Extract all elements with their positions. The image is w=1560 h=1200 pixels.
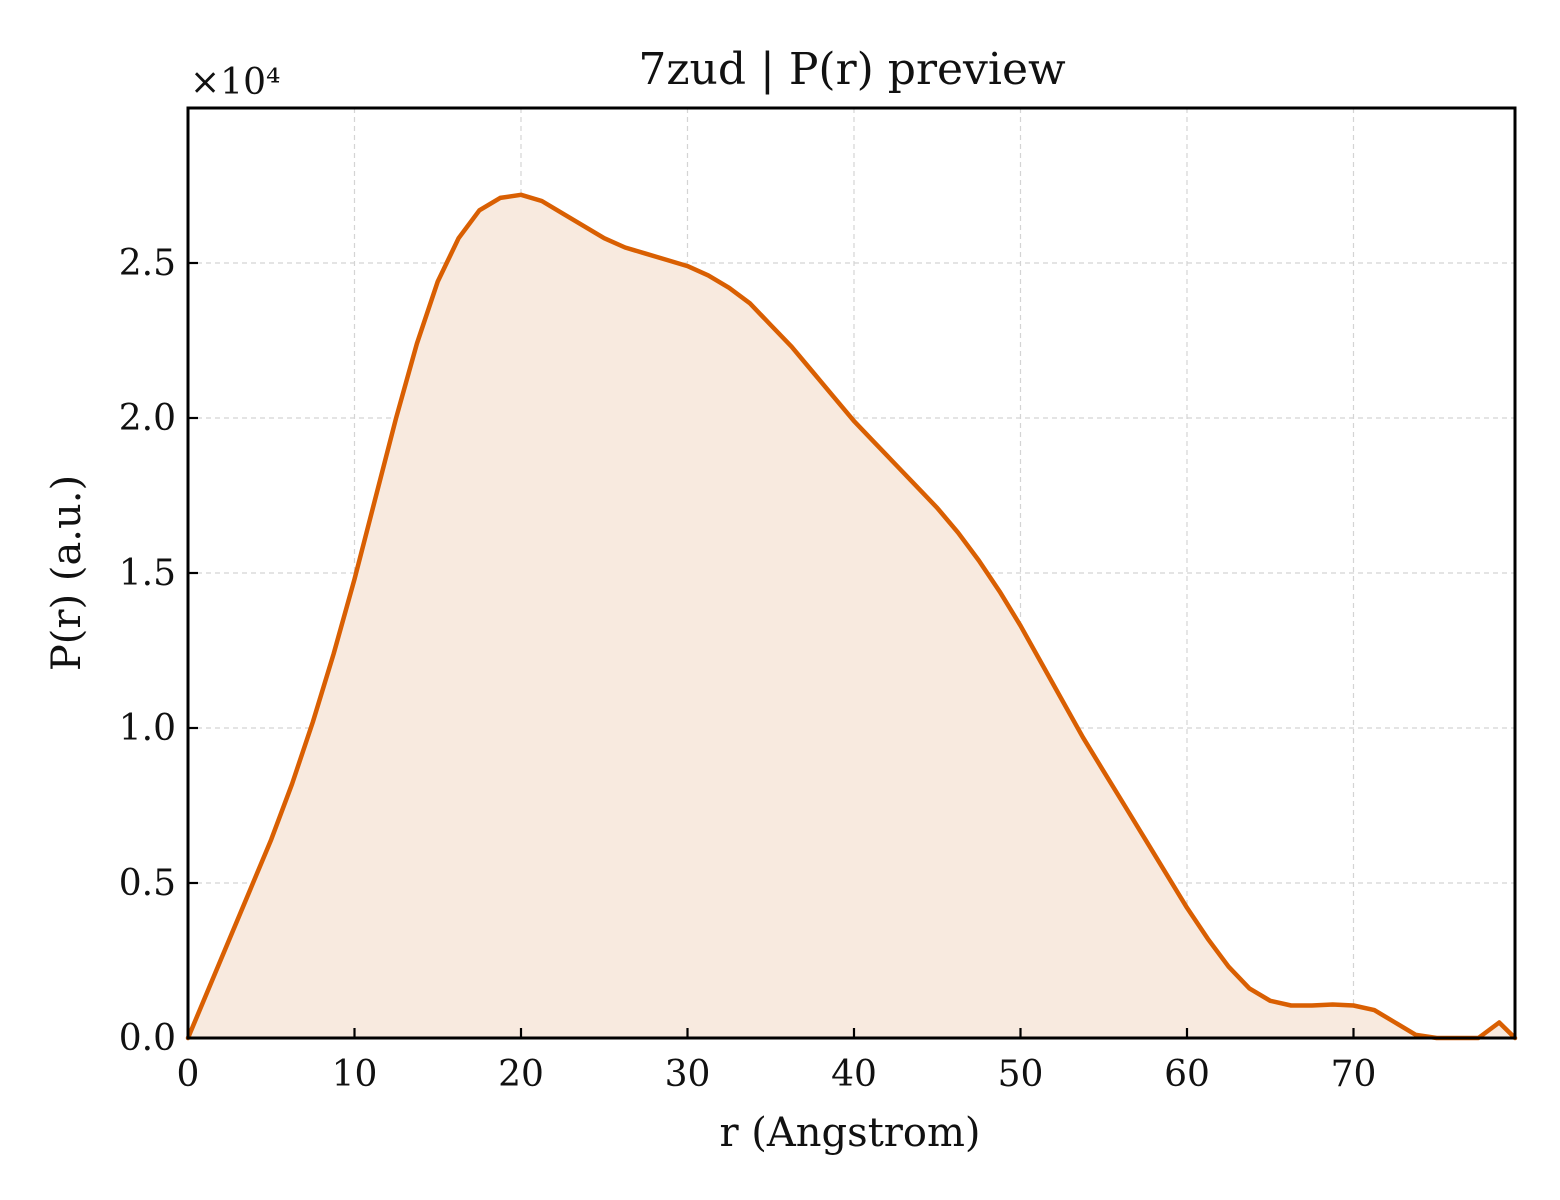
x-tick-label: 50 [998,1054,1044,1095]
y-tick-label: 0.0 [119,1018,176,1059]
y-tick-label: 0.5 [119,863,176,904]
y-axis-label: P(r) (a.u.) [44,475,90,671]
pr-series-line [185,192,1518,1041]
y-tick-label: 2.0 [119,398,176,439]
x-tick-label: 40 [831,1054,877,1095]
x-axis-label: r (Angstrom) [719,1110,980,1156]
x-tick-label: 0 [177,1054,200,1095]
chart-title: 7zud | P(r) preview [638,44,1066,95]
y-tick-label: 1.5 [119,553,176,594]
y-tick-label: 2.5 [119,243,176,284]
x-tick-label: 30 [665,1054,711,1095]
y-tick-label: 1.0 [119,708,176,749]
x-tick-label: 60 [1164,1054,1210,1095]
x-tick-label: 20 [498,1054,544,1095]
x-tick-label: 10 [332,1054,378,1095]
x-tick-label: 70 [1331,1054,1377,1095]
y-offset-label: ×10⁴ [190,62,280,103]
ticks: 0 10 20 30 40 50 60 70 0.0 0.5 1.0 1.5 2.0 2.5 [119,243,1377,1095]
pr-area-fill [188,194,1515,1039]
